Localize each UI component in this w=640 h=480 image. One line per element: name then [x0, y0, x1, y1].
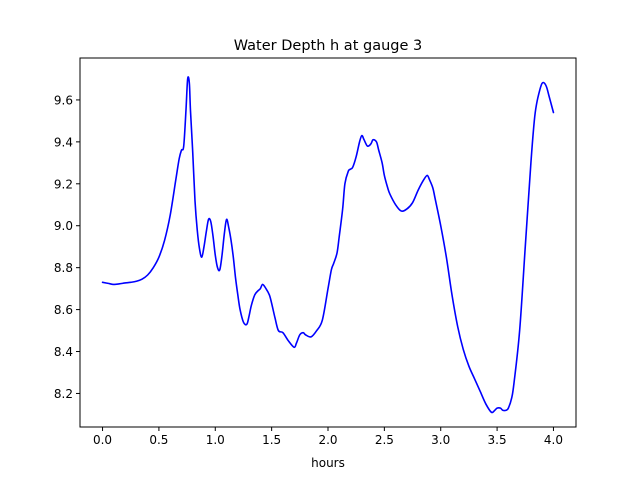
- y-tick-label: 9.4: [54, 135, 73, 149]
- x-tick-label: 2.0: [318, 433, 337, 447]
- x-tick-label: 1.5: [262, 433, 281, 447]
- x-tick-label: 0.5: [149, 433, 168, 447]
- y-tick-label: 8.6: [54, 303, 73, 317]
- x-tick-label: 4.0: [544, 433, 563, 447]
- y-tick-label: 8.8: [54, 261, 73, 275]
- y-tick-label: 9.2: [54, 177, 73, 191]
- y-tick-label: 9.0: [54, 219, 73, 233]
- chart-title: Water Depth h at gauge 3: [234, 38, 422, 54]
- x-tick-label: 1.0: [206, 433, 225, 447]
- x-tick-label: 3.5: [488, 433, 507, 447]
- x-tick-label: 2.5: [375, 433, 394, 447]
- x-tick-label: 0.0: [93, 433, 112, 447]
- x-tick-label: 3.0: [431, 433, 450, 447]
- y-tick-label: 9.6: [54, 93, 73, 107]
- x-axis: 0.0 0.5 1.0 1.5 2.0 2.5 3.0 3.5 4.0: [93, 427, 563, 447]
- y-axis: 8.2 8.4 8.6 8.8 9.0 9.2 9.4 9.6: [54, 93, 80, 401]
- series-line-0: [101, 76, 555, 414]
- plot-area: 0.0 0.5 1.0 1.5 2.0 2.5 3.0 3.5 4.0 8.2 8.4 8.6 8.8…: [54, 57, 577, 447]
- y-tick-label: 8.2: [54, 387, 73, 401]
- x-axis-label: hours: [311, 456, 345, 470]
- y-tick-label: 8.4: [54, 345, 73, 359]
- series-layer: [101, 76, 555, 414]
